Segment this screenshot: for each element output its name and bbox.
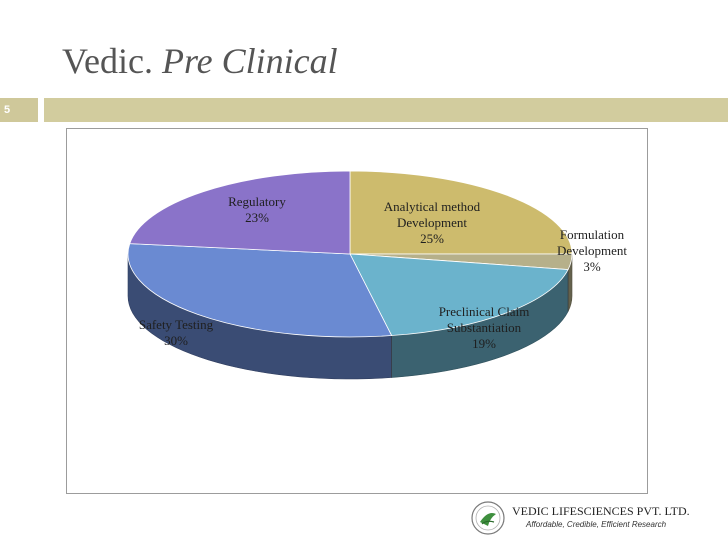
- slice-regulatory: [129, 170, 351, 255]
- pie-top: [127, 170, 573, 338]
- slice-safety: [127, 243, 393, 338]
- pie-chart: Analytical method Development 25% Formulati…: [127, 170, 628, 380]
- company-tagline: Affordable, Credible, Efficient Research: [526, 520, 667, 529]
- company-name: VEDIC LIFESCIENCES PVT. LTD.: [512, 504, 690, 518]
- company-logo-icon: [471, 501, 505, 535]
- accent-bar: [44, 98, 728, 122]
- page-title: Vedic. Pre Clinical: [62, 40, 338, 82]
- title-italic: Pre Clinical: [161, 41, 338, 81]
- slice-preclinical: [349, 253, 569, 336]
- data-label-formulation: Formulation Development 3%: [557, 227, 627, 274]
- slide-number: 5: [0, 98, 38, 122]
- footer: VEDIC LIFESCIENCES PVT. LTD. Affordable,…: [470, 496, 720, 536]
- pie-labels: Analytical method Development 25% Formulati…: [139, 194, 628, 351]
- data-label-preclinical: Preclinical Claim Substantiation 19%: [439, 304, 530, 351]
- title-main: Vedic.: [62, 41, 153, 81]
- data-label-regulatory: Regulatory 23%: [228, 194, 286, 225]
- data-label-analytical: Analytical method Development 25%: [384, 199, 481, 246]
- chart-frame: Analytical method Development 25% Formulati…: [66, 128, 648, 494]
- slice-analytical: [349, 170, 573, 255]
- data-label-safety: Safety Testing 30%: [139, 317, 214, 348]
